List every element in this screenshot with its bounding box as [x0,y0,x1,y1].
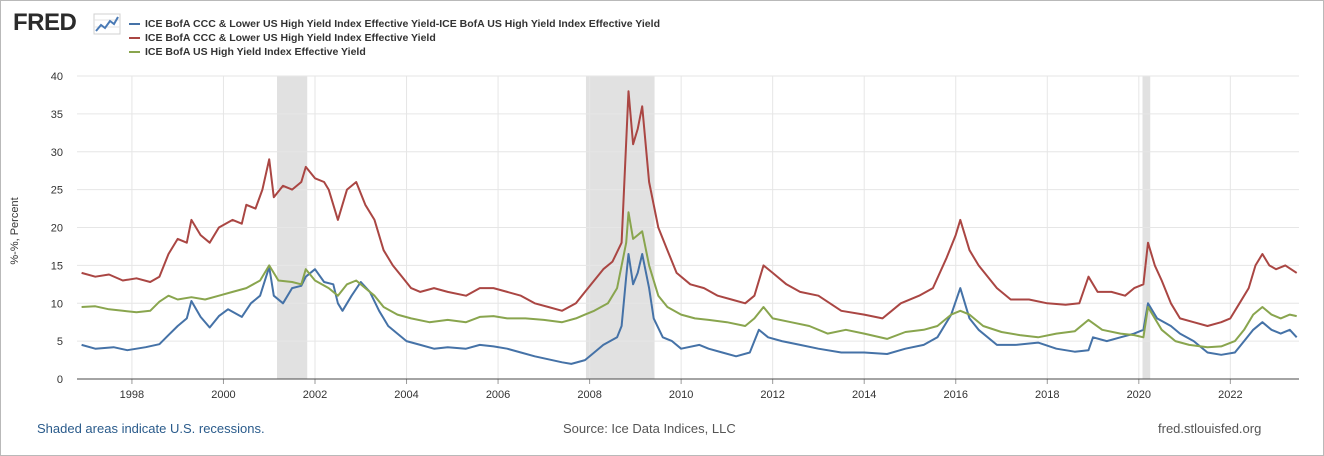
fred-logo-text: FRED [13,9,77,36]
x-tick-label: 2000 [211,389,235,401]
fred-logo[interactable]: FRED [13,10,123,36]
series-line [81,211,1297,349]
x-tick-label: 2002 [303,389,327,401]
legend-item-ccc-yield[interactable]: ICE BofA CCC & Lower US High Yield Index… [129,31,660,45]
x-tick-label: 2004 [394,389,418,401]
x-tick-label: 2020 [1127,389,1151,401]
legend-swatch-blue [129,23,140,25]
source-note: Source: Ice Data Indices, LLC [563,421,736,436]
site-link[interactable]: fred.stlouisfed.org [1158,421,1262,436]
series-line [81,90,1298,327]
y-tick-label: 15 [51,260,63,272]
x-tick-label: 2016 [943,389,967,401]
x-tick-label: 2022 [1218,389,1242,401]
y-tick-label: 30 [51,147,63,159]
y-tick-label: 40 [51,71,63,83]
y-tick-label: 0 [57,374,63,386]
legend-label: ICE BofA CCC & Lower US High Yield Index… [145,32,436,44]
chart-legend: ICE BofA CCC & Lower US High Yield Index… [129,17,660,59]
recession-note: Shaded areas indicate U.S. recessions. [37,421,265,436]
y-tick-label: 25 [51,185,63,197]
x-tick-label: 2008 [577,389,601,401]
legend-label: ICE BofA CCC & Lower US High Yield Index… [145,18,660,30]
y-tick-label: 35 [51,109,63,121]
fred-logo-graph-icon [93,13,121,35]
x-tick-label: 1998 [120,389,144,401]
chart-plot-area[interactable]: 0 5 10 15 20 25 30 35 40 1998 2000 2002 2004 2006 2008… [1,1,1323,401]
y-tick-label: 10 [51,298,63,310]
legend-label: ICE BofA US High Yield Index Effective Y… [145,46,366,58]
x-tick-label: 2018 [1035,389,1059,401]
series-line [81,253,1298,365]
legend-swatch-green [129,51,140,53]
legend-swatch-red [129,37,140,39]
x-tick-label: 2012 [760,389,784,401]
y-tick-label: 5 [57,336,63,348]
x-tick-label: 2014 [852,389,876,401]
x-tick-label: 2010 [669,389,693,401]
legend-item-ccc-spread[interactable]: ICE BofA CCC & Lower US High Yield Index… [129,17,660,31]
y-tick-label: 20 [51,223,63,235]
legend-item-hy-yield[interactable]: ICE BofA US High Yield Index Effective Y… [129,45,660,59]
x-tick-label: 2006 [486,389,510,401]
